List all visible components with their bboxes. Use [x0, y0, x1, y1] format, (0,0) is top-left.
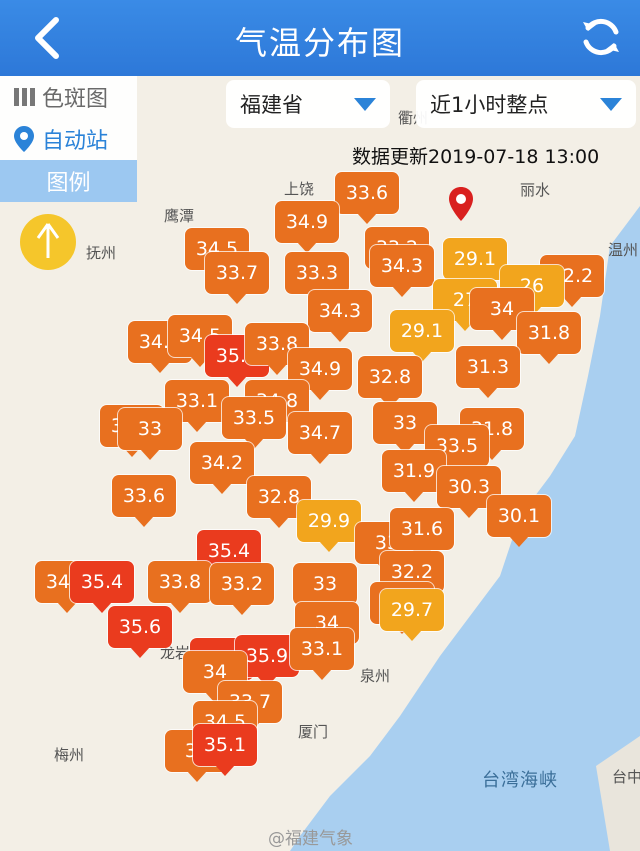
watermark: @福建气象 [268, 829, 353, 849]
temp-marker[interactable]: 31.9 [382, 450, 446, 502]
temp-marker[interactable]: 32.8 [358, 356, 422, 408]
spot-map-label: 色斑图 [42, 87, 109, 112]
province-select[interactable]: 福建省 [226, 80, 390, 128]
temp-marker[interactable]: 34.3 [308, 290, 372, 342]
city-label: 梅州 [54, 746, 85, 764]
temp-marker[interactable]: 33.6 [335, 172, 399, 224]
temp-marker[interactable]: 33.1 [290, 628, 354, 680]
city-label: 丽水 [520, 181, 551, 199]
page-title: 气温分布图 [234, 24, 405, 62]
location-icon [6, 121, 42, 157]
refresh-icon[interactable] [576, 12, 626, 62]
temp-marker[interactable]: 35.4 [70, 561, 134, 613]
temp-marker[interactable]: 33.8 [148, 561, 212, 613]
strait-label: 台湾海峡 [482, 770, 558, 791]
dropdown-arrow-icon [600, 98, 622, 111]
temp-marker[interactable]: 31.8 [517, 312, 581, 364]
city-label: 温州 [608, 241, 639, 259]
north-arrow-icon[interactable] [20, 214, 76, 270]
update-time: 数据更新2019-07-18 13:00 [352, 146, 600, 168]
province-value: 福建省 [240, 93, 303, 117]
city-label: 上饶 [284, 180, 315, 198]
temp-marker[interactable]: 29.1 [390, 310, 454, 362]
temp-marker[interactable]: 34.9 [275, 201, 339, 253]
city-label: 龙岩 [160, 644, 191, 662]
sea [290, 206, 640, 851]
temp-marker[interactable]: 33.6 [112, 475, 176, 527]
time-select[interactable]: 近1小时整点 [416, 80, 636, 128]
temp-marker[interactable]: 33.5 [222, 397, 286, 449]
city-label: 台中 [612, 768, 640, 786]
temp-marker[interactable]: 35.6 [108, 606, 172, 658]
app-header: 气温分布图 [0, 0, 640, 76]
temp-marker[interactable]: 29.1 [443, 238, 507, 290]
legend-button[interactable]: 图例 [0, 160, 137, 202]
temp-marker[interactable]: 34.7 [288, 412, 352, 464]
bars-icon [6, 79, 42, 115]
auto-station-label: 自动站 [42, 129, 109, 154]
temp-marker[interactable]: 31.6 [390, 508, 454, 560]
temp-marker[interactable]: 35.1 [193, 724, 257, 776]
temp-marker[interactable]: 33 [293, 563, 357, 615]
location-pin-icon [449, 187, 473, 221]
dropdown-arrow-icon [354, 98, 376, 111]
temp-marker[interactable]: 33.7 [205, 252, 269, 304]
temp-marker[interactable]: 29.7 [380, 589, 444, 641]
city-label: 抚州 [86, 244, 117, 262]
map-area[interactable]: 衢州 上饶 丽水 鹰潭 抚州 温州 泉州 厦门 梅州 台中 龙岩 台湾海峡 [0, 76, 640, 851]
time-value: 近1小时整点 [430, 93, 549, 117]
temp-marker[interactable]: 30.1 [487, 495, 551, 547]
layer-toolbar: 色斑图 自动站 图例 [0, 76, 137, 202]
temp-marker[interactable]: 33.3 [285, 252, 349, 304]
auto-station-button[interactable]: 自动站 [0, 118, 137, 160]
city-label: 鹰潭 [164, 207, 195, 225]
temp-marker[interactable]: 33.2 [210, 563, 274, 615]
temp-marker[interactable]: 34.3 [370, 245, 434, 297]
temp-marker[interactable]: 29.9 [297, 500, 361, 552]
temp-marker[interactable]: 33 [118, 408, 182, 460]
city-label: 厦门 [298, 723, 329, 741]
spot-map-button[interactable]: 色斑图 [0, 76, 137, 118]
temp-marker[interactable]: 31.3 [456, 346, 520, 398]
back-icon[interactable] [26, 14, 70, 62]
city-label: 泉州 [360, 667, 391, 685]
temp-marker[interactable]: 34.2 [190, 442, 254, 494]
temp-marker[interactable]: 35.3 [205, 335, 269, 387]
